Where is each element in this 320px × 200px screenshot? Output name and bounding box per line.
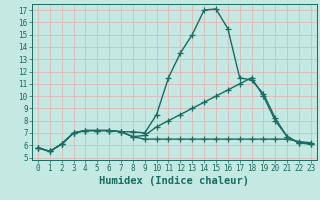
X-axis label: Humidex (Indice chaleur): Humidex (Indice chaleur): [100, 176, 249, 186]
